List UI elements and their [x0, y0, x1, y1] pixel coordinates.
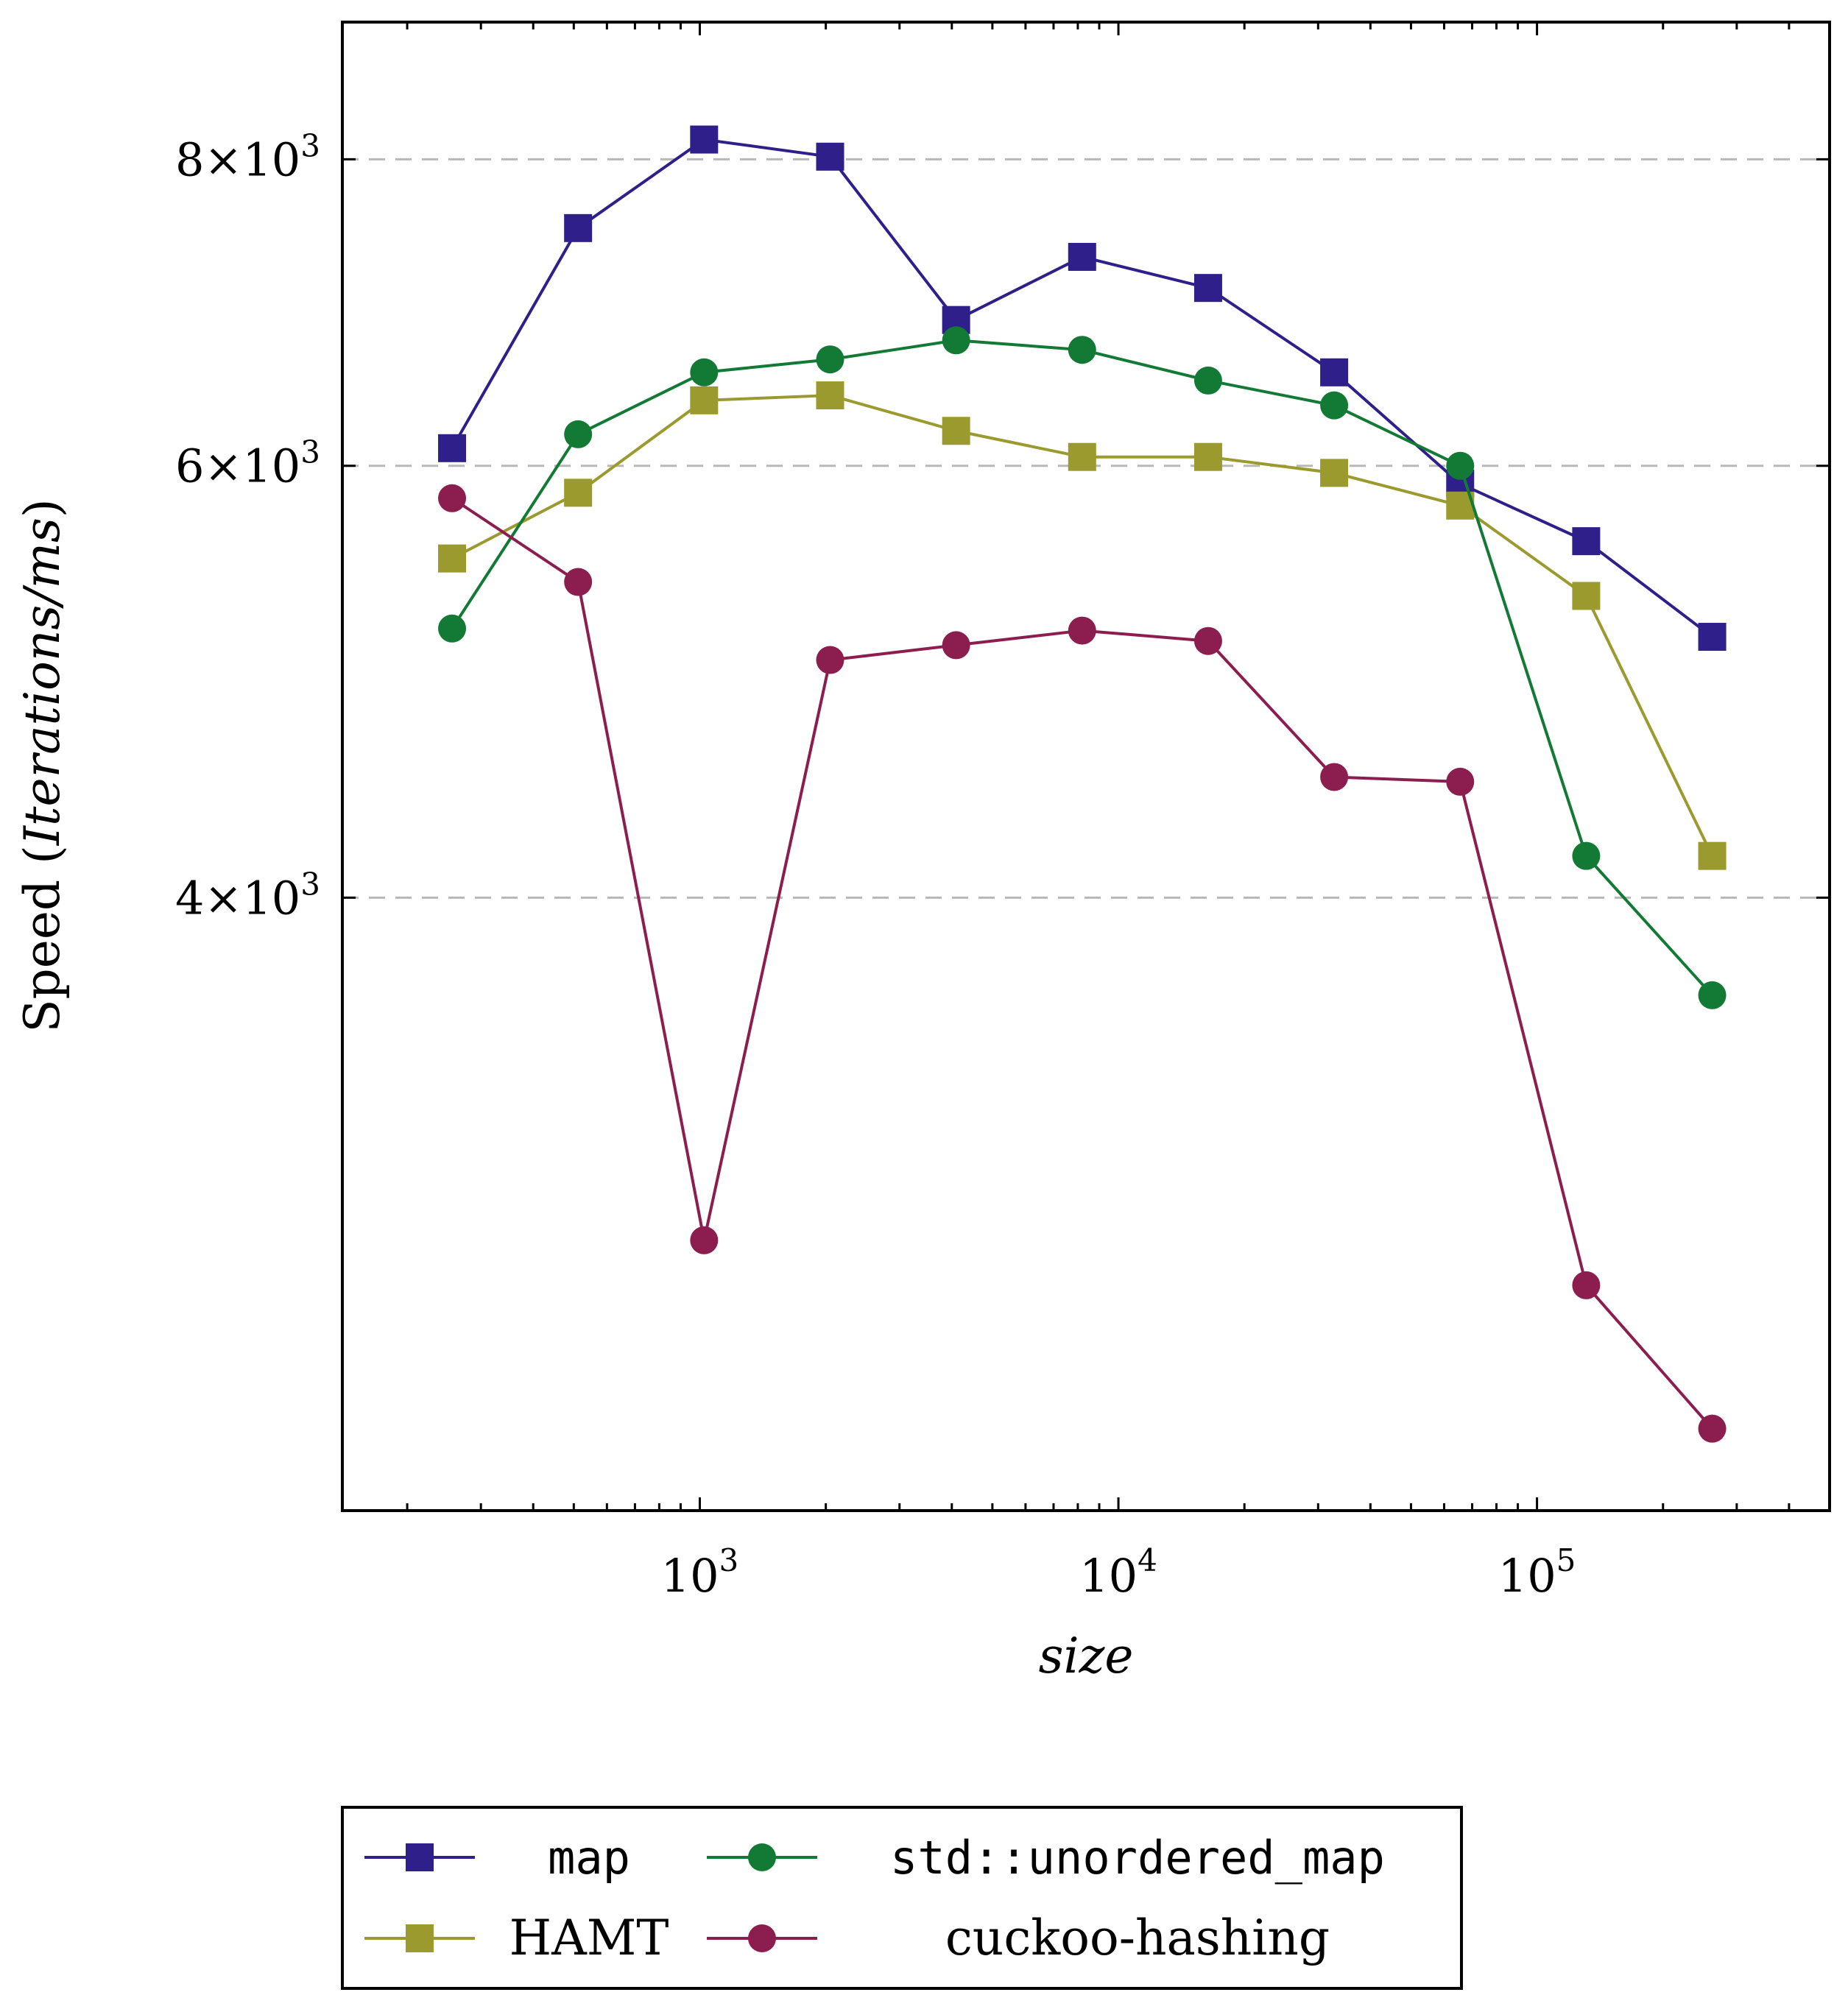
series-hamt	[438, 381, 1727, 870]
data-point	[816, 381, 844, 410]
data-point	[816, 345, 844, 374]
data-point	[1698, 841, 1727, 870]
x-tick-exponent: 3	[719, 1542, 739, 1578]
data-point	[1320, 459, 1349, 487]
legend-marker	[748, 1843, 776, 1871]
data-point	[438, 484, 467, 512]
legend-label: map	[548, 1831, 630, 1885]
x-tick-base: 10	[661, 1549, 719, 1603]
legend-marker	[406, 1924, 434, 1952]
data-point	[1572, 582, 1601, 610]
data-point	[1068, 616, 1096, 645]
y-axis-title-unit: Iterations/ms	[14, 518, 71, 846]
data-point	[1572, 527, 1601, 556]
series-cuckoo-hashing	[438, 484, 1727, 1443]
data-point	[1193, 626, 1222, 655]
legend-frame	[341, 1806, 1463, 1990]
y-tick-base: 10	[242, 439, 300, 493]
series-line	[451, 138, 1713, 638]
data-point	[564, 420, 593, 448]
data-point	[1193, 274, 1222, 303]
data-point	[942, 417, 970, 445]
y-tick-times: ×	[204, 133, 242, 186]
data-point	[690, 1226, 719, 1254]
data-point	[1446, 767, 1475, 796]
data-point	[1193, 442, 1222, 471]
y-tick-label: 6×103	[175, 434, 320, 493]
legend-entry: cuckoo-hashing	[707, 1910, 1330, 1966]
data-point	[1698, 623, 1727, 652]
x-tick-label: 103	[661, 1542, 739, 1603]
legend-entry: std::unordered_map	[707, 1831, 1385, 1885]
data-point	[1068, 336, 1096, 364]
x-tick-base: 10	[1498, 1549, 1556, 1603]
y-tick-mantissa: 4	[175, 871, 204, 925]
y-tick-label: 8×103	[175, 127, 320, 186]
data-point	[438, 544, 467, 573]
x-axis-title: size	[1039, 1628, 1134, 1684]
legend-marker	[748, 1924, 776, 1952]
data-point	[1698, 1414, 1727, 1443]
data-point	[816, 646, 844, 674]
data-point	[1193, 366, 1222, 395]
legend-label: std::unordered_map	[890, 1831, 1385, 1885]
x-tick-base: 10	[1079, 1549, 1138, 1603]
data-point	[1320, 763, 1349, 791]
series-layer	[438, 125, 1727, 1443]
data-point	[816, 142, 844, 171]
y-tick-base: 10	[242, 871, 300, 925]
axis-ticks	[342, 22, 1831, 1511]
data-point	[564, 568, 593, 596]
legend-label: HAMT	[509, 1910, 669, 1966]
data-point	[1320, 391, 1349, 420]
data-point	[438, 434, 467, 462]
data-point	[438, 614, 467, 643]
data-point	[942, 631, 970, 660]
y-tick-mantissa: 8	[175, 133, 204, 186]
data-point	[564, 213, 593, 242]
x-tick-label: 105	[1498, 1542, 1576, 1603]
data-point	[1068, 242, 1096, 271]
data-point	[1698, 981, 1727, 1009]
data-point	[1068, 442, 1096, 471]
series-map	[438, 125, 1727, 652]
y-tick-times: ×	[204, 871, 242, 925]
data-point	[690, 125, 719, 154]
y-tick-exponent: 3	[300, 434, 320, 470]
data-point	[1572, 841, 1601, 870]
data-point	[1320, 358, 1349, 386]
data-point	[1572, 1271, 1601, 1299]
y-axis-title-main: Speed	[14, 880, 71, 1033]
y-tick-exponent: 3	[300, 866, 320, 902]
x-tick-exponent: 4	[1138, 1542, 1157, 1578]
data-point	[564, 479, 593, 507]
y-tick-base: 10	[242, 133, 300, 186]
y-tick-exponent: 3	[300, 127, 320, 163]
legend-label: cuckoo-hashing	[945, 1910, 1330, 1966]
data-point	[690, 386, 719, 414]
y-tick-label: 4×103	[175, 866, 320, 925]
legend-entry: map	[364, 1831, 630, 1885]
data-point	[1446, 451, 1475, 480]
data-point	[942, 326, 970, 355]
series-std-unordered-map	[438, 326, 1727, 1009]
y-tick-times: ×	[204, 439, 242, 493]
y-tick-mantissa: 6	[175, 439, 204, 493]
y-axis-title: Speed (Iterations/ms)	[14, 498, 71, 1032]
data-point	[690, 358, 719, 386]
x-tick-label: 104	[1079, 1542, 1157, 1603]
x-tick-exponent: 5	[1556, 1542, 1576, 1578]
plot-frame	[341, 21, 1831, 1512]
legend-marker	[406, 1843, 434, 1871]
legend-entry: HAMT	[364, 1910, 669, 1966]
